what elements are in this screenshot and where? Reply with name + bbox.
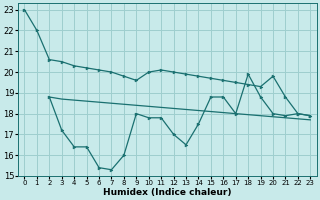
X-axis label: Humidex (Indice chaleur): Humidex (Indice chaleur) [103,188,232,197]
